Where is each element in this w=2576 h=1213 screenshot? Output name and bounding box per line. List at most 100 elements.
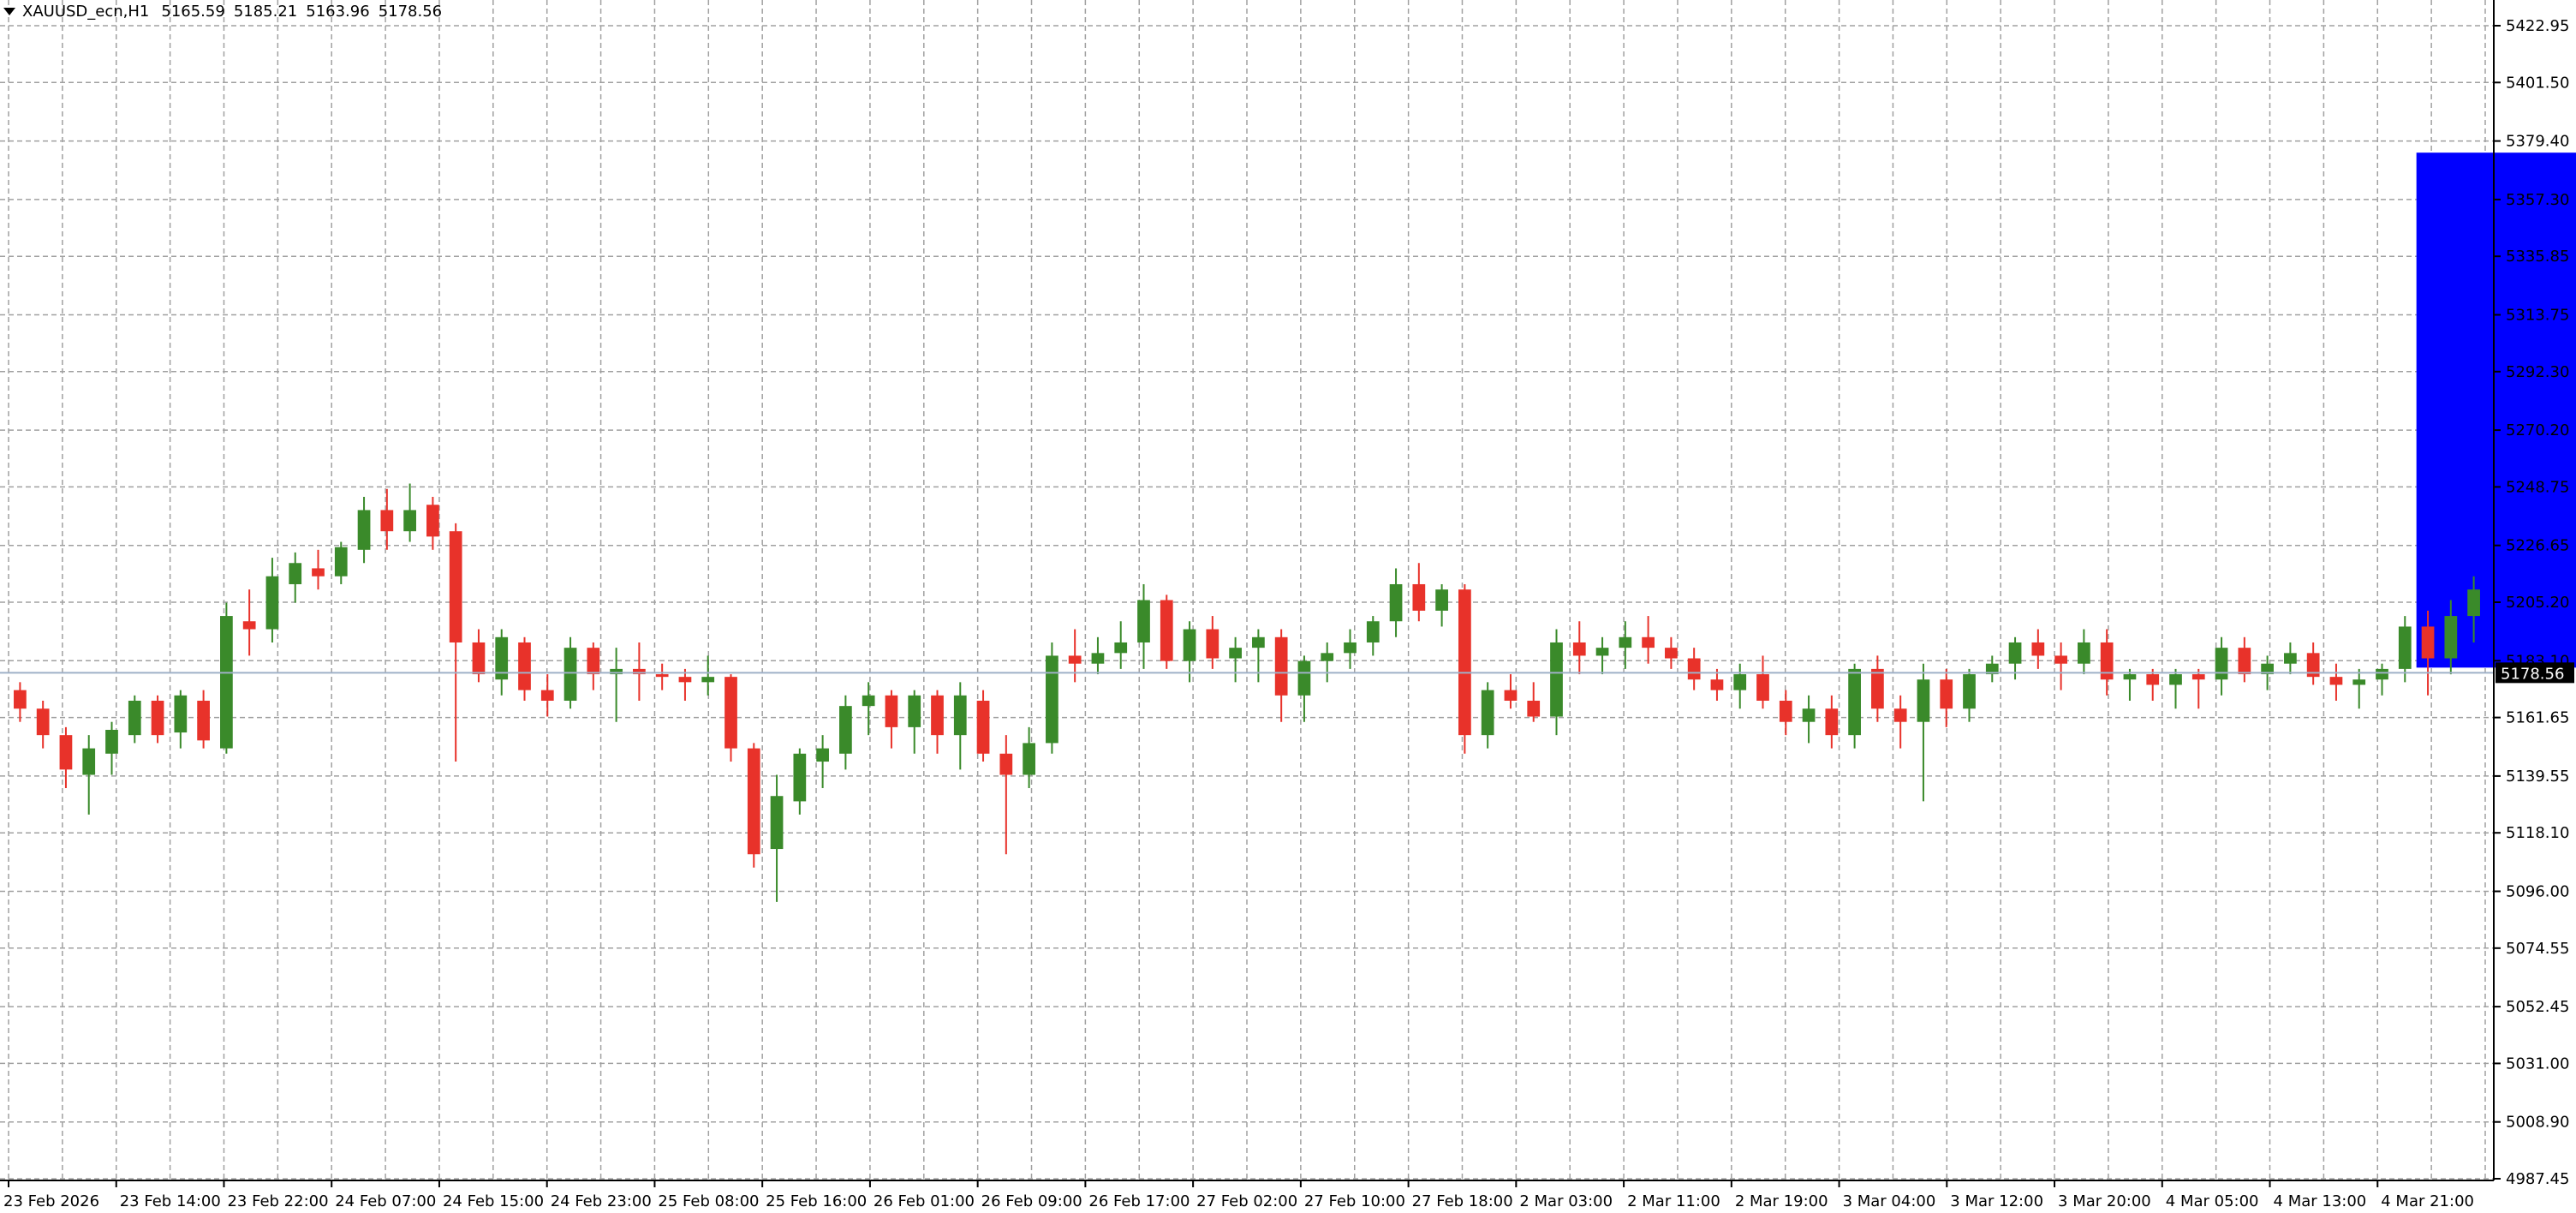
candle	[2376, 663, 2388, 696]
time-tick-label: 3 Mar 12:00	[1950, 1192, 2043, 1210]
candle-body	[2008, 642, 2022, 664]
candle-body	[426, 505, 439, 537]
price-axis[interactable]: 5422.95 5401.50 5379.40 5357.30 5335.85 5313.…	[2493, 0, 2569, 1188]
candle-body	[793, 753, 807, 802]
candle	[2215, 636, 2228, 696]
current-price-tag-bg	[2496, 662, 2574, 684]
candle-body	[2261, 663, 2274, 675]
candle-body	[14, 690, 27, 709]
price-tick-label: 5335.85	[2506, 248, 2569, 266]
price-tick-label: 5205.20	[2506, 594, 2569, 612]
time-tick-label: 24 Feb 23:00	[551, 1192, 652, 1210]
candle	[518, 636, 531, 701]
current-price-tag-label: 5178.56	[2501, 665, 2564, 683]
candle	[449, 523, 462, 762]
candle-body	[151, 700, 164, 736]
candle-body	[357, 510, 371, 550]
candle-body	[2238, 648, 2251, 675]
highlight-rectangle[interactable]	[2416, 152, 2576, 668]
time-tick-label: 3 Mar 04:00	[1843, 1192, 1936, 1210]
candle	[2191, 668, 2205, 709]
candle	[1321, 642, 1334, 683]
candle	[1963, 668, 1976, 722]
time-tick-label: 25 Feb 08:00	[658, 1192, 759, 1210]
candle-body	[265, 576, 279, 630]
candle	[2284, 642, 2297, 675]
candle-body	[289, 563, 302, 584]
candle-body	[724, 677, 737, 749]
candle-body	[540, 690, 554, 701]
candle-body	[1733, 674, 1747, 690]
candle	[1297, 655, 1311, 722]
time-tick-label: 2 Mar 11:00	[1627, 1192, 1720, 1210]
candle	[1023, 726, 1035, 788]
candle	[1412, 563, 1426, 622]
candle	[839, 695, 852, 770]
candle-body	[1756, 674, 1769, 701]
candle-body	[564, 648, 577, 701]
candle	[1229, 636, 1242, 683]
symbol-label: XAUUSD_ecn,H1	[22, 2, 150, 21]
time-tick-label: 2 Mar 19:00	[1735, 1192, 1828, 1210]
chevron-down-icon[interactable]	[3, 7, 15, 15]
price-tick-label: 5422.95	[2506, 17, 2569, 35]
candle	[289, 552, 302, 603]
candle	[2100, 629, 2114, 696]
candle	[1985, 655, 1999, 683]
candle	[587, 642, 600, 690]
candle-body	[59, 735, 73, 770]
candle	[540, 674, 554, 717]
time-tick-label: 23 Feb 2026	[3, 1192, 99, 1210]
candle-body	[82, 748, 96, 775]
time-tick-label: 24 Feb 07:00	[335, 1192, 436, 1210]
candle	[770, 774, 784, 902]
candle	[953, 682, 967, 770]
candle	[14, 682, 27, 722]
candle	[1779, 690, 1792, 736]
candle-body	[908, 695, 921, 727]
candle	[2306, 642, 2320, 685]
candle	[1665, 636, 1678, 669]
candle-body	[1871, 668, 1884, 709]
candle-body	[2169, 674, 2182, 685]
candle-body	[1481, 690, 1494, 736]
candle-body	[449, 531, 462, 642]
candle-body	[1366, 621, 1380, 642]
candle-body	[655, 674, 669, 678]
candle	[495, 629, 509, 696]
candle-body	[1389, 583, 1403, 622]
candle	[1595, 636, 1609, 675]
candle-body	[2352, 679, 2366, 685]
price-tick-label: 5379.40	[2506, 133, 2569, 151]
candle	[197, 690, 210, 749]
candle	[82, 735, 96, 815]
candle	[2169, 668, 2182, 709]
candle-body	[1068, 655, 1082, 664]
chart-header: XAUUSD_ecn,H1 5165.59 5185.21 5163.96 51…	[3, 2, 450, 21]
candle	[1068, 629, 1082, 683]
high-value: 5185.21	[233, 2, 298, 21]
candle	[1893, 695, 1907, 749]
candle	[1940, 668, 1953, 727]
candle-body	[1687, 658, 1701, 680]
candle	[174, 690, 188, 749]
candle-body	[1917, 679, 1930, 722]
time-tick-label: 27 Feb 18:00	[1412, 1192, 1513, 1210]
price-tick-label: 4987.45	[2506, 1170, 2569, 1188]
candle-body	[1137, 600, 1150, 642]
time-axis[interactable]: 23 Feb 2026 23 Feb 14:00 23 Feb 22:00 24 Fe…	[0, 1180, 2494, 1210]
candle	[220, 602, 233, 754]
price-tick-label: 5270.20	[2506, 421, 2569, 439]
low-value: 5163.96	[306, 2, 370, 21]
candle	[1848, 663, 1861, 749]
time-tick-label: 23 Feb 14:00	[120, 1192, 221, 1210]
candle	[1435, 583, 1448, 627]
candle	[2146, 668, 2160, 701]
candle-body	[2467, 589, 2480, 617]
candle	[1389, 568, 1403, 637]
candle	[2329, 663, 2343, 701]
candle	[1252, 629, 1265, 683]
candle-body	[174, 695, 188, 733]
candlestick-series	[14, 483, 2480, 902]
